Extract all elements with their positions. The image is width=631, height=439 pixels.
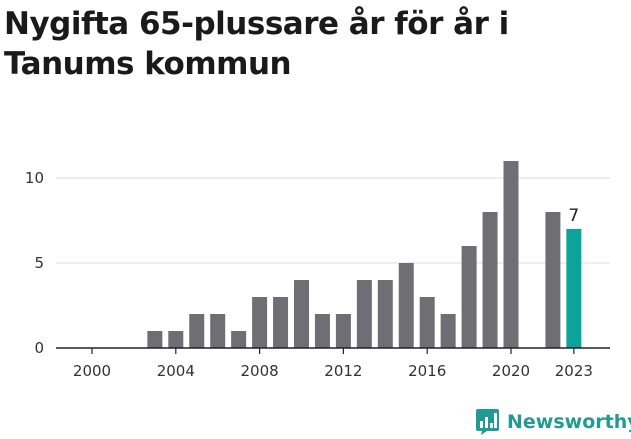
chart-title: Nygifta 65-plussare år för år i Tanums k…: [4, 6, 509, 82]
bar-2004: [168, 331, 184, 348]
labels: 0 5 10 2000 2004 2008 2012 2016 2020 2023 7: [25, 169, 593, 380]
bar-2008: [252, 297, 268, 348]
bar-2011: [314, 314, 330, 348]
x-tick-label: 2020: [492, 362, 530, 380]
newsworthy-logo: Newsworthy: [475, 406, 631, 438]
bar-2009: [273, 297, 289, 348]
bar-2015: [398, 263, 414, 348]
bar-2020: [503, 161, 519, 348]
brand-name: Newsworthy: [507, 411, 631, 433]
x-tick-label: 2000: [73, 362, 111, 380]
bar-2019: [482, 212, 498, 348]
bar-2016: [419, 297, 435, 348]
y-tick-label: 10: [25, 169, 44, 187]
x-axis: [56, 347, 610, 354]
bars: [147, 161, 582, 348]
bar-2012: [335, 314, 351, 348]
y-tick-label: 5: [34, 254, 44, 272]
highlight-value-label: 7: [568, 206, 579, 226]
x-tick-label: 2012: [324, 362, 362, 380]
bar-2014: [377, 280, 393, 348]
bar-2018: [461, 246, 477, 348]
bar-2006: [210, 314, 226, 348]
x-tick-label: 2008: [241, 362, 279, 380]
bar-2010: [294, 280, 309, 348]
x-tick-label: 2016: [408, 362, 446, 380]
bar-2003: [147, 331, 163, 348]
x-tick-label: 2004: [157, 362, 195, 380]
bar-2007: [231, 331, 247, 348]
newsworthy-logo-icon: [476, 409, 499, 435]
bar-2023: [566, 229, 582, 348]
x-tick-label: 2023: [555, 362, 593, 380]
bar-2005: [189, 314, 205, 348]
bar-2013: [356, 280, 372, 348]
bar-2017: [440, 314, 456, 348]
y-tick-label: 0: [34, 339, 44, 357]
gridlines: [56, 177, 610, 264]
bar-2022: [545, 212, 561, 348]
